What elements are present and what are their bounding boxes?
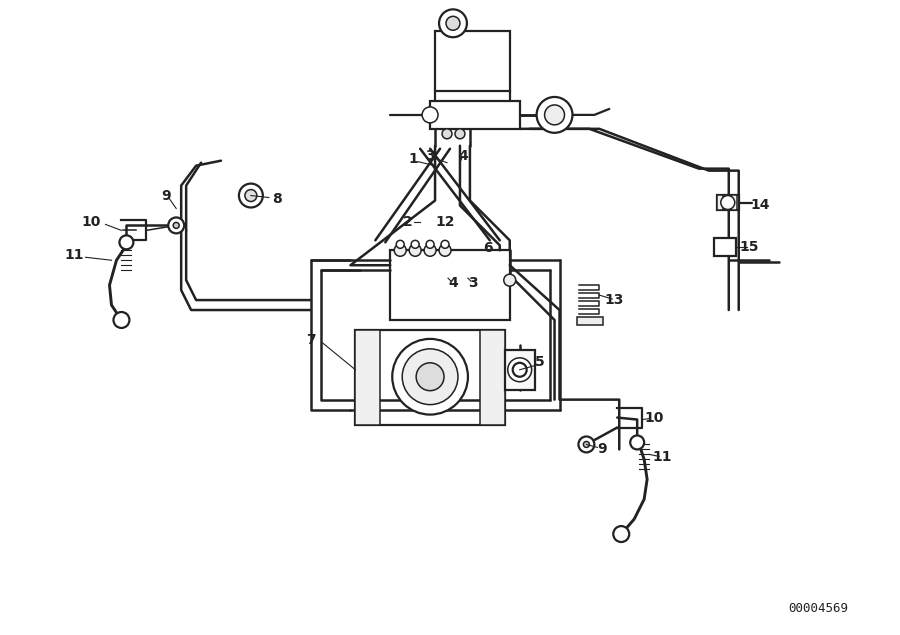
Text: 13: 13 bbox=[605, 293, 624, 307]
Circle shape bbox=[168, 217, 184, 234]
Circle shape bbox=[508, 358, 532, 382]
Text: 10: 10 bbox=[82, 215, 102, 229]
Circle shape bbox=[513, 363, 526, 377]
Circle shape bbox=[630, 436, 644, 450]
Circle shape bbox=[441, 240, 449, 248]
Circle shape bbox=[455, 129, 465, 139]
Bar bbox=[391, 250, 509, 320]
Circle shape bbox=[442, 129, 452, 139]
Circle shape bbox=[238, 184, 263, 208]
Circle shape bbox=[504, 274, 516, 286]
Text: 9: 9 bbox=[598, 443, 608, 457]
Circle shape bbox=[402, 349, 458, 404]
Text: 12: 12 bbox=[436, 215, 454, 229]
Text: 3: 3 bbox=[426, 149, 435, 163]
Text: 4: 4 bbox=[458, 149, 468, 163]
Circle shape bbox=[721, 196, 734, 210]
Circle shape bbox=[120, 236, 133, 250]
Text: 14: 14 bbox=[751, 199, 770, 213]
Circle shape bbox=[583, 441, 590, 448]
Text: 8: 8 bbox=[272, 192, 282, 206]
Bar bbox=[731, 194, 737, 210]
Circle shape bbox=[394, 244, 406, 257]
Circle shape bbox=[392, 339, 468, 415]
Bar bbox=[724, 194, 730, 210]
Circle shape bbox=[446, 17, 460, 30]
Circle shape bbox=[439, 10, 467, 37]
Circle shape bbox=[536, 97, 572, 133]
Circle shape bbox=[422, 107, 438, 123]
Bar bbox=[356, 330, 381, 425]
Bar bbox=[435, 31, 509, 91]
Text: 6: 6 bbox=[483, 241, 492, 255]
Circle shape bbox=[579, 436, 594, 452]
Circle shape bbox=[411, 240, 419, 248]
Text: 7: 7 bbox=[306, 333, 315, 347]
Bar bbox=[480, 330, 505, 425]
Text: 5: 5 bbox=[535, 355, 544, 369]
Bar bbox=[356, 330, 505, 425]
Text: 10: 10 bbox=[644, 411, 664, 425]
Text: 11: 11 bbox=[652, 450, 671, 464]
Text: 1: 1 bbox=[409, 152, 418, 166]
Circle shape bbox=[439, 244, 451, 257]
Circle shape bbox=[426, 240, 434, 248]
Text: 4: 4 bbox=[448, 276, 458, 290]
Bar bbox=[716, 194, 723, 210]
Bar bbox=[714, 238, 735, 257]
Circle shape bbox=[613, 526, 629, 542]
Text: 00004569: 00004569 bbox=[788, 602, 849, 615]
Bar bbox=[716, 194, 739, 210]
Circle shape bbox=[424, 244, 436, 257]
Circle shape bbox=[396, 240, 404, 248]
Text: 2: 2 bbox=[403, 215, 413, 229]
Circle shape bbox=[410, 244, 421, 257]
Circle shape bbox=[173, 222, 179, 229]
Bar bbox=[430, 101, 519, 129]
Circle shape bbox=[113, 312, 130, 328]
Bar bbox=[505, 350, 535, 390]
Circle shape bbox=[416, 363, 444, 391]
Text: 15: 15 bbox=[739, 240, 759, 254]
Text: 9: 9 bbox=[161, 189, 171, 203]
Text: 11: 11 bbox=[65, 248, 85, 262]
Circle shape bbox=[544, 105, 564, 125]
Bar bbox=[578, 317, 603, 325]
Text: 3: 3 bbox=[468, 276, 478, 290]
Circle shape bbox=[245, 190, 256, 201]
